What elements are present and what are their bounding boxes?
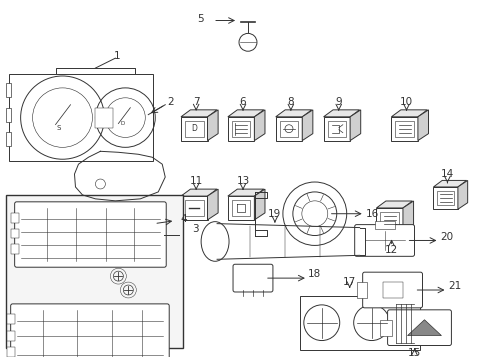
Bar [383,282,403,298]
Polygon shape [302,110,313,141]
Bar [9,74,153,161]
Bar [7,330,15,341]
Polygon shape [418,110,429,141]
Text: 15: 15 [408,348,421,359]
Text: 18: 18 [308,269,321,279]
Bar [185,200,203,216]
Polygon shape [458,180,467,209]
Bar [7,314,15,324]
Bar [11,244,19,255]
Text: 1: 1 [114,51,121,61]
Bar [357,282,367,298]
Polygon shape [434,180,466,187]
Polygon shape [376,201,413,208]
Bar [276,117,302,141]
FancyBboxPatch shape [233,264,273,292]
Polygon shape [403,201,414,232]
Bar [228,196,254,220]
Text: 17: 17 [343,277,356,287]
Bar [300,296,419,350]
Bar [323,117,350,141]
Polygon shape [181,110,217,117]
Text: S: S [56,125,61,131]
Bar [185,121,203,137]
FancyBboxPatch shape [388,310,451,346]
Text: 5: 5 [197,14,203,23]
Bar [96,108,113,127]
FancyBboxPatch shape [355,225,415,256]
Bar [7,347,15,357]
Text: 20: 20 [440,231,453,242]
Text: D: D [120,121,124,126]
Bar [11,229,19,238]
Polygon shape [207,110,218,141]
Text: 4: 4 [180,214,187,224]
Text: 8: 8 [288,97,294,107]
Text: 2: 2 [167,97,173,107]
Bar [6,195,183,348]
Text: 14: 14 [441,169,454,179]
Bar [6,83,11,97]
Bar [434,187,458,209]
Text: 7: 7 [193,97,199,107]
Polygon shape [228,110,264,117]
Bar [232,200,250,216]
Text: 9: 9 [336,97,342,107]
Polygon shape [323,110,360,117]
Polygon shape [228,189,264,196]
FancyBboxPatch shape [363,272,422,308]
Bar [380,212,399,228]
Text: 3: 3 [192,224,198,234]
Bar [328,121,346,137]
Text: 16: 16 [366,209,379,219]
Text: 13: 13 [236,176,249,186]
FancyBboxPatch shape [11,304,169,360]
Bar [11,213,19,222]
Polygon shape [254,189,265,220]
Bar [380,320,392,336]
Bar [232,121,250,137]
Polygon shape [408,320,441,336]
Text: 21: 21 [448,281,461,291]
Text: D: D [191,124,197,133]
Polygon shape [350,110,361,141]
Bar [375,221,394,229]
Polygon shape [392,110,427,117]
Bar [438,191,454,205]
Polygon shape [276,110,312,117]
Bar [395,121,414,137]
Text: 12: 12 [385,246,398,255]
Bar [392,117,418,141]
Text: 10: 10 [400,97,413,107]
FancyBboxPatch shape [15,202,166,267]
Bar [280,121,298,137]
Bar [181,196,207,220]
Bar [181,117,207,141]
Bar [6,108,11,122]
Text: 6: 6 [240,97,246,107]
Text: 11: 11 [190,176,203,186]
Polygon shape [207,189,218,220]
Polygon shape [181,189,217,196]
Polygon shape [254,110,265,141]
Text: 19: 19 [269,209,282,219]
Bar [376,208,403,232]
Bar [228,117,254,141]
Bar [6,132,11,147]
